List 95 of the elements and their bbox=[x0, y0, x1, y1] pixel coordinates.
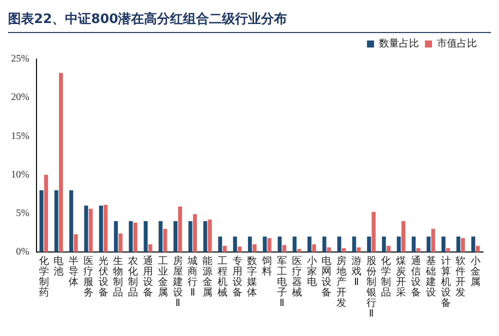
bar bbox=[282, 245, 286, 252]
x-tick-label: 饲料 bbox=[261, 256, 272, 278]
bar bbox=[426, 236, 431, 252]
bar bbox=[163, 228, 168, 252]
x-tick-label: 房地产开发 bbox=[336, 254, 347, 309]
bar bbox=[118, 233, 122, 252]
x-tick-label: 化学制品 bbox=[381, 254, 392, 298]
bar bbox=[74, 234, 78, 252]
bar bbox=[148, 244, 152, 252]
bar bbox=[188, 221, 192, 252]
bar bbox=[174, 221, 178, 252]
bar bbox=[54, 190, 58, 252]
bar bbox=[248, 236, 252, 252]
x-tick-label: 基础建设 bbox=[424, 254, 436, 298]
bar bbox=[386, 246, 390, 252]
bar bbox=[292, 236, 297, 252]
bar bbox=[297, 248, 302, 252]
y-tick-label: 15% bbox=[10, 130, 30, 142]
x-tick-label: 软件开发 bbox=[456, 254, 466, 298]
bar bbox=[208, 220, 212, 252]
bar bbox=[278, 236, 282, 252]
y-tick-label: 5% bbox=[16, 208, 30, 220]
bar bbox=[144, 221, 148, 252]
x-tick-label: 数字媒体 bbox=[247, 256, 258, 298]
x-tick-label: 城商行Ⅱ bbox=[186, 254, 198, 298]
x-tick-label: 专用设备 bbox=[232, 254, 242, 298]
legend-label: 数量占比 bbox=[379, 38, 419, 50]
bar bbox=[218, 236, 222, 252]
bar bbox=[431, 228, 436, 252]
x-tick-label: 计算机设备 bbox=[440, 254, 451, 309]
x-tick-label: 军工电子Ⅱ bbox=[277, 256, 287, 309]
bar bbox=[128, 221, 133, 252]
y-tick-label: 20% bbox=[10, 92, 30, 104]
x-tick-label: 小家电 bbox=[306, 254, 317, 288]
bar bbox=[401, 221, 406, 252]
bar bbox=[372, 212, 376, 252]
bar bbox=[442, 236, 446, 252]
bar bbox=[69, 190, 74, 252]
bar bbox=[382, 236, 386, 252]
bar bbox=[312, 244, 316, 252]
x-tick-label: 通信设备 bbox=[411, 254, 421, 298]
bar bbox=[416, 248, 420, 252]
chart-title: 图表22、中证800潜在高分红组合二级行业分布 bbox=[8, 8, 491, 33]
x-tick-label: 医疗服务 bbox=[83, 256, 94, 298]
bar bbox=[396, 236, 401, 252]
bar bbox=[114, 221, 118, 252]
bar bbox=[456, 236, 460, 252]
bar bbox=[322, 236, 326, 252]
y-tick-label: 0% bbox=[16, 246, 30, 258]
bar bbox=[412, 236, 416, 252]
bar bbox=[308, 236, 312, 252]
bar bbox=[233, 236, 237, 252]
bar bbox=[104, 204, 108, 252]
bar bbox=[476, 246, 480, 252]
bar bbox=[158, 221, 163, 252]
bar bbox=[178, 206, 182, 252]
bar bbox=[133, 222, 138, 252]
x-tick-label: 股份制银行Ⅱ bbox=[365, 256, 376, 320]
x-tick-label: 小金属 bbox=[470, 254, 481, 288]
x-tick-label: 游戏Ⅱ bbox=[351, 254, 362, 288]
legend-label: 市值占比 bbox=[437, 38, 477, 50]
bar bbox=[352, 236, 356, 252]
x-tick-label: 工程机械 bbox=[217, 256, 228, 298]
bar bbox=[367, 236, 371, 252]
x-tick-label: 电池 bbox=[54, 254, 64, 278]
bar bbox=[342, 248, 346, 252]
x-tick-label: 电网设备 bbox=[322, 254, 332, 298]
x-tick-label: 能源金属 bbox=[202, 254, 213, 298]
bar bbox=[262, 236, 267, 252]
bar bbox=[59, 72, 63, 252]
bar bbox=[99, 206, 103, 252]
bar bbox=[193, 214, 197, 252]
bar bbox=[337, 236, 342, 252]
x-tick-label: 生物制品 bbox=[113, 254, 124, 298]
x-tick-label: 煤炭开采 bbox=[396, 254, 406, 298]
x-tick-label: 半导体 bbox=[68, 254, 79, 288]
bar bbox=[267, 238, 272, 252]
bar bbox=[327, 247, 331, 252]
x-tick-label: 房屋建设Ⅱ bbox=[172, 254, 183, 309]
bar bbox=[44, 174, 48, 252]
x-tick-label: 化学制药 bbox=[38, 254, 49, 298]
bar bbox=[461, 238, 465, 252]
x-tick-label: 通用设备 bbox=[143, 254, 153, 298]
bar bbox=[40, 190, 44, 252]
bar bbox=[252, 244, 256, 252]
x-tick-label: 医疗器械 bbox=[292, 256, 302, 298]
bar bbox=[238, 246, 242, 252]
x-tick-label: 工业金属 bbox=[158, 256, 168, 298]
y-tick-label: 10% bbox=[10, 169, 30, 180]
bar bbox=[471, 236, 476, 252]
x-tick-label: 农化制品 bbox=[128, 256, 138, 298]
bar bbox=[446, 248, 450, 252]
bar bbox=[84, 206, 88, 252]
x-tick-label: 光伏设备 bbox=[98, 254, 108, 298]
y-tick-label: 25% bbox=[10, 54, 30, 65]
